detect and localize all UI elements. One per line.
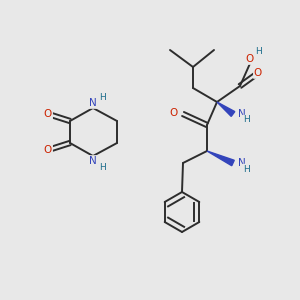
Text: N: N — [89, 98, 97, 108]
Text: H: H — [99, 163, 105, 172]
Text: O: O — [44, 145, 52, 155]
Text: H: H — [99, 92, 105, 101]
Text: O: O — [170, 108, 178, 118]
Text: O: O — [246, 54, 254, 64]
Text: H: H — [243, 116, 249, 124]
Text: O: O — [44, 109, 52, 119]
Text: O: O — [254, 68, 262, 78]
Text: N: N — [89, 156, 97, 166]
Text: H: H — [255, 47, 261, 56]
Polygon shape — [207, 151, 234, 166]
Text: N: N — [238, 109, 246, 119]
Text: N: N — [238, 158, 246, 168]
Polygon shape — [217, 102, 235, 116]
Text: H: H — [243, 164, 249, 173]
